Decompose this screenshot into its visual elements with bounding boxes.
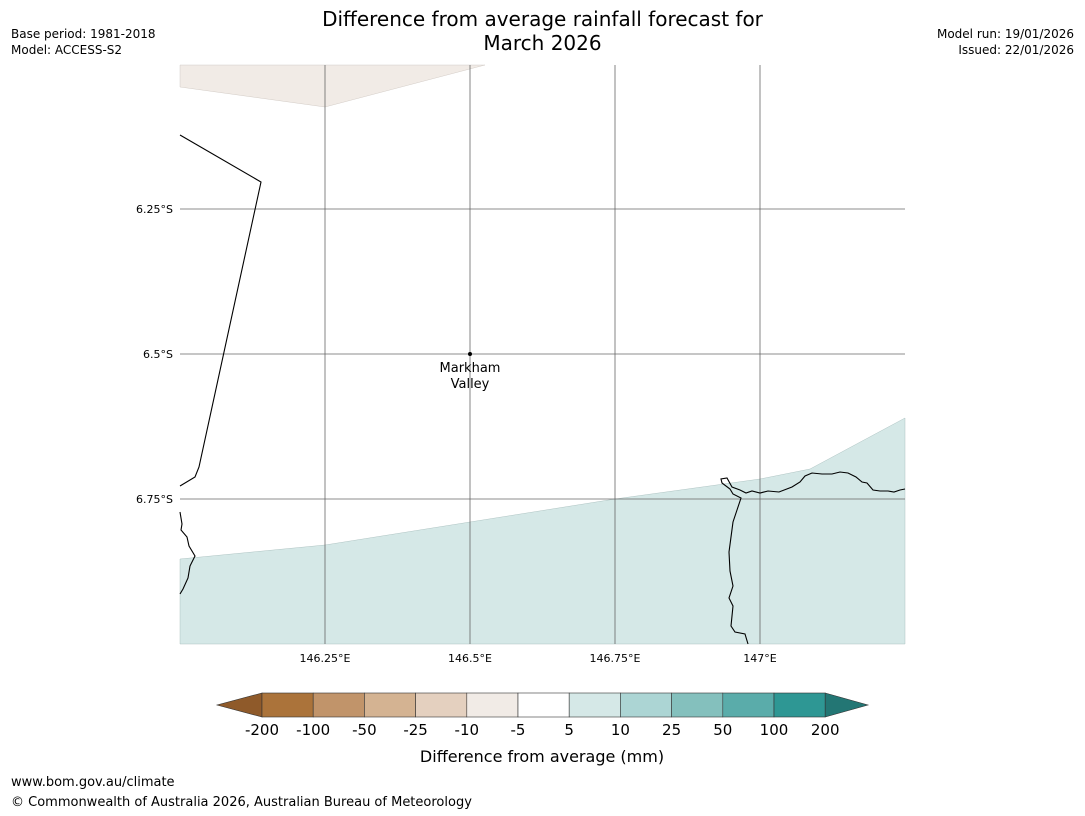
colorbar-segment [773,692,826,718]
colorbar: -200 -100 -50 -25 -10 -5 5 10 25 50 100 200 [215,692,870,739]
colorbar-segment [568,692,621,718]
river-line [720,471,906,645]
model-run: Model run: 19/01/2026 [936,27,1074,41]
lat-label: 6.75°S [136,493,173,506]
lon-label: 146.25°E [300,652,351,665]
colorbar-tick-label: 100 [760,721,789,739]
wet-anomaly-region [179,417,906,645]
lon-label: 146.5°E [448,652,492,665]
lon-label: 146.75°E [590,652,641,665]
colorbar-tick-label: 25 [662,721,681,739]
lon-label: 147°E [743,652,776,665]
colorbar-tick-label: -25 [403,721,428,739]
colorbar-segment [517,692,570,718]
colorbar-segment [415,692,468,718]
copyright-text: © Commonwealth of Australia 2026, Austra… [11,795,472,810]
colorbar-tick-label: 5 [564,721,574,739]
map-panel: Markham Valley 6.25°S 6.5°S 6.75°S 146.2… [136,64,906,665]
colorbar-segment [261,692,314,718]
colorbar-extend-low [215,692,263,718]
colorbar-tick-label: 10 [611,721,630,739]
place-name-line-2: Valley [451,377,490,392]
place-marker [468,352,472,356]
province-boundary [179,134,262,487]
colorbar-segment [620,692,672,718]
province-boundary-lower [179,511,196,595]
colorbar-tick-label: -50 [352,721,377,739]
colorbar-tick-label: 50 [713,721,732,739]
colorbar-segment [364,692,416,718]
dry-anomaly-region [179,64,486,108]
colorbar-tick-label: -200 [245,721,279,739]
colorbar-segment [312,692,365,718]
colorbar-tick-label: -100 [296,721,330,739]
base-period: Base period: 1981-2018 [11,27,156,41]
colorbar-extend-high [824,692,870,718]
title-line-2: March 2026 [483,31,602,55]
place-name-line-1: Markham [440,361,501,376]
colorbar-tick-label: -10 [455,721,480,739]
website-link[interactable]: www.bom.gov.au/climate [11,775,175,790]
lat-label: 6.25°S [136,203,173,216]
colorbar-tick-label: -5 [511,721,526,739]
lat-label: 6.5°S [143,348,173,361]
meta-right: Model run: 19/01/2026 Issued: 22/01/2026 [937,26,1074,58]
colorbar-segment [722,692,775,718]
issued-date: Issued: 22/01/2026 [958,43,1074,57]
chart-title: Difference from average rainfall forecas… [0,7,1085,55]
meta-left: Base period: 1981-2018 Model: ACCESS-S2 [11,26,156,58]
model-name: Model: ACCESS-S2 [11,43,123,57]
title-line-1: Difference from average rainfall forecas… [322,7,763,31]
colorbar-segment [671,692,724,718]
graticule [180,65,905,644]
colorbar-segment [466,692,519,718]
colorbar-label: Difference from average (mm) [420,747,664,766]
colorbar-tick-label: 200 [811,721,840,739]
